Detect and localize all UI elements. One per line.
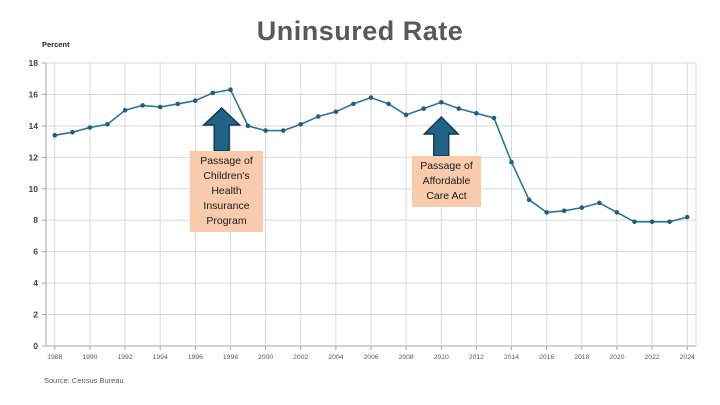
x-tick-label: 2022: [645, 354, 660, 361]
annotation-aca: Passage of Affordable Care Act: [412, 156, 481, 207]
x-tick-label: 1990: [82, 354, 97, 361]
data-point-marker: [298, 122, 304, 127]
y-tick-label: 16: [29, 89, 39, 99]
data-point-marker: [245, 123, 251, 129]
data-point-marker: [597, 200, 602, 206]
y-tick-label: 2: [33, 310, 38, 320]
data-point-marker: [333, 109, 339, 114]
data-point-marker: [87, 125, 93, 130]
data-point-marker: [632, 219, 637, 225]
data-point-marker: [210, 90, 216, 96]
x-tick-label: 1998: [223, 354, 238, 361]
chart-title: Uninsured Rate: [256, 16, 464, 46]
x-tick-label: 2012: [469, 354, 484, 361]
data-point-marker: [544, 210, 549, 215]
data-point-marker: [263, 128, 268, 133]
y-tick-label: 0: [33, 341, 38, 351]
data-point-marker: [157, 104, 163, 110]
x-tick-label: 2000: [258, 354, 273, 361]
x-tick-label: 2006: [363, 354, 378, 361]
y-tick-label: 6: [33, 247, 38, 257]
data-point-marker: [193, 98, 198, 103]
x-tick-label: 1988: [47, 354, 62, 361]
y-tick-label: 10: [29, 184, 39, 194]
x-tick-label: 2020: [609, 354, 624, 361]
data-point-marker: [351, 101, 356, 107]
data-point-marker: [52, 133, 58, 138]
annotation-up-arrow-icon: [422, 116, 460, 157]
data-point-marker: [561, 208, 567, 214]
x-tick-label: 2024: [680, 354, 695, 361]
data-point-marker: [280, 128, 286, 133]
x-tick-label: 1994: [153, 354, 168, 361]
data-point-marker: [70, 129, 75, 135]
annotation-chip: Passage of Children's Health Insurance P…: [190, 151, 263, 232]
data-point-marker: [614, 210, 620, 215]
data-point-marker: [684, 214, 690, 220]
data-point-marker: [456, 106, 462, 111]
y-tick-label: 14: [29, 121, 39, 131]
data-point-marker: [386, 101, 391, 107]
data-point-marker: [509, 159, 514, 165]
x-tick-label: 2018: [574, 354, 589, 361]
data-point-marker: [474, 111, 479, 116]
data-point-marker: [140, 103, 145, 108]
data-point-marker: [491, 115, 497, 121]
data-point-marker: [579, 205, 585, 210]
data-point-marker: [175, 101, 181, 107]
data-point-marker: [316, 114, 321, 119]
data-point-marker: [439, 100, 444, 105]
annotation-up-arrow-icon: [201, 107, 242, 152]
x-tick-label: 2002: [293, 354, 308, 361]
data-point-marker: [649, 219, 655, 225]
y-tick-label: 8: [33, 215, 38, 225]
x-tick-label: 2004: [328, 354, 343, 361]
x-tick-label: 2010: [434, 354, 449, 361]
x-tick-label: 2016: [539, 354, 554, 361]
y-tick-label: 18: [29, 58, 39, 68]
y-tick-label: 12: [29, 152, 39, 162]
data-point-marker: [421, 106, 427, 111]
y-tick-label: 4: [33, 278, 38, 288]
data-point-marker: [526, 197, 532, 203]
y-axis-unit-label: Percent: [42, 40, 70, 49]
data-point-marker: [403, 112, 409, 118]
data-point-marker: [667, 219, 672, 225]
data-point-marker: [105, 122, 110, 127]
data-point-marker: [368, 95, 374, 100]
x-tick-label: 2014: [504, 354, 519, 361]
data-point-marker: [122, 107, 128, 113]
source-note: Source: Census Bureau: [44, 376, 124, 385]
data-point-marker: [228, 87, 233, 92]
x-tick-label: 1996: [188, 354, 203, 361]
x-tick-label: 1992: [117, 354, 132, 361]
x-tick-label: 2008: [399, 354, 414, 361]
